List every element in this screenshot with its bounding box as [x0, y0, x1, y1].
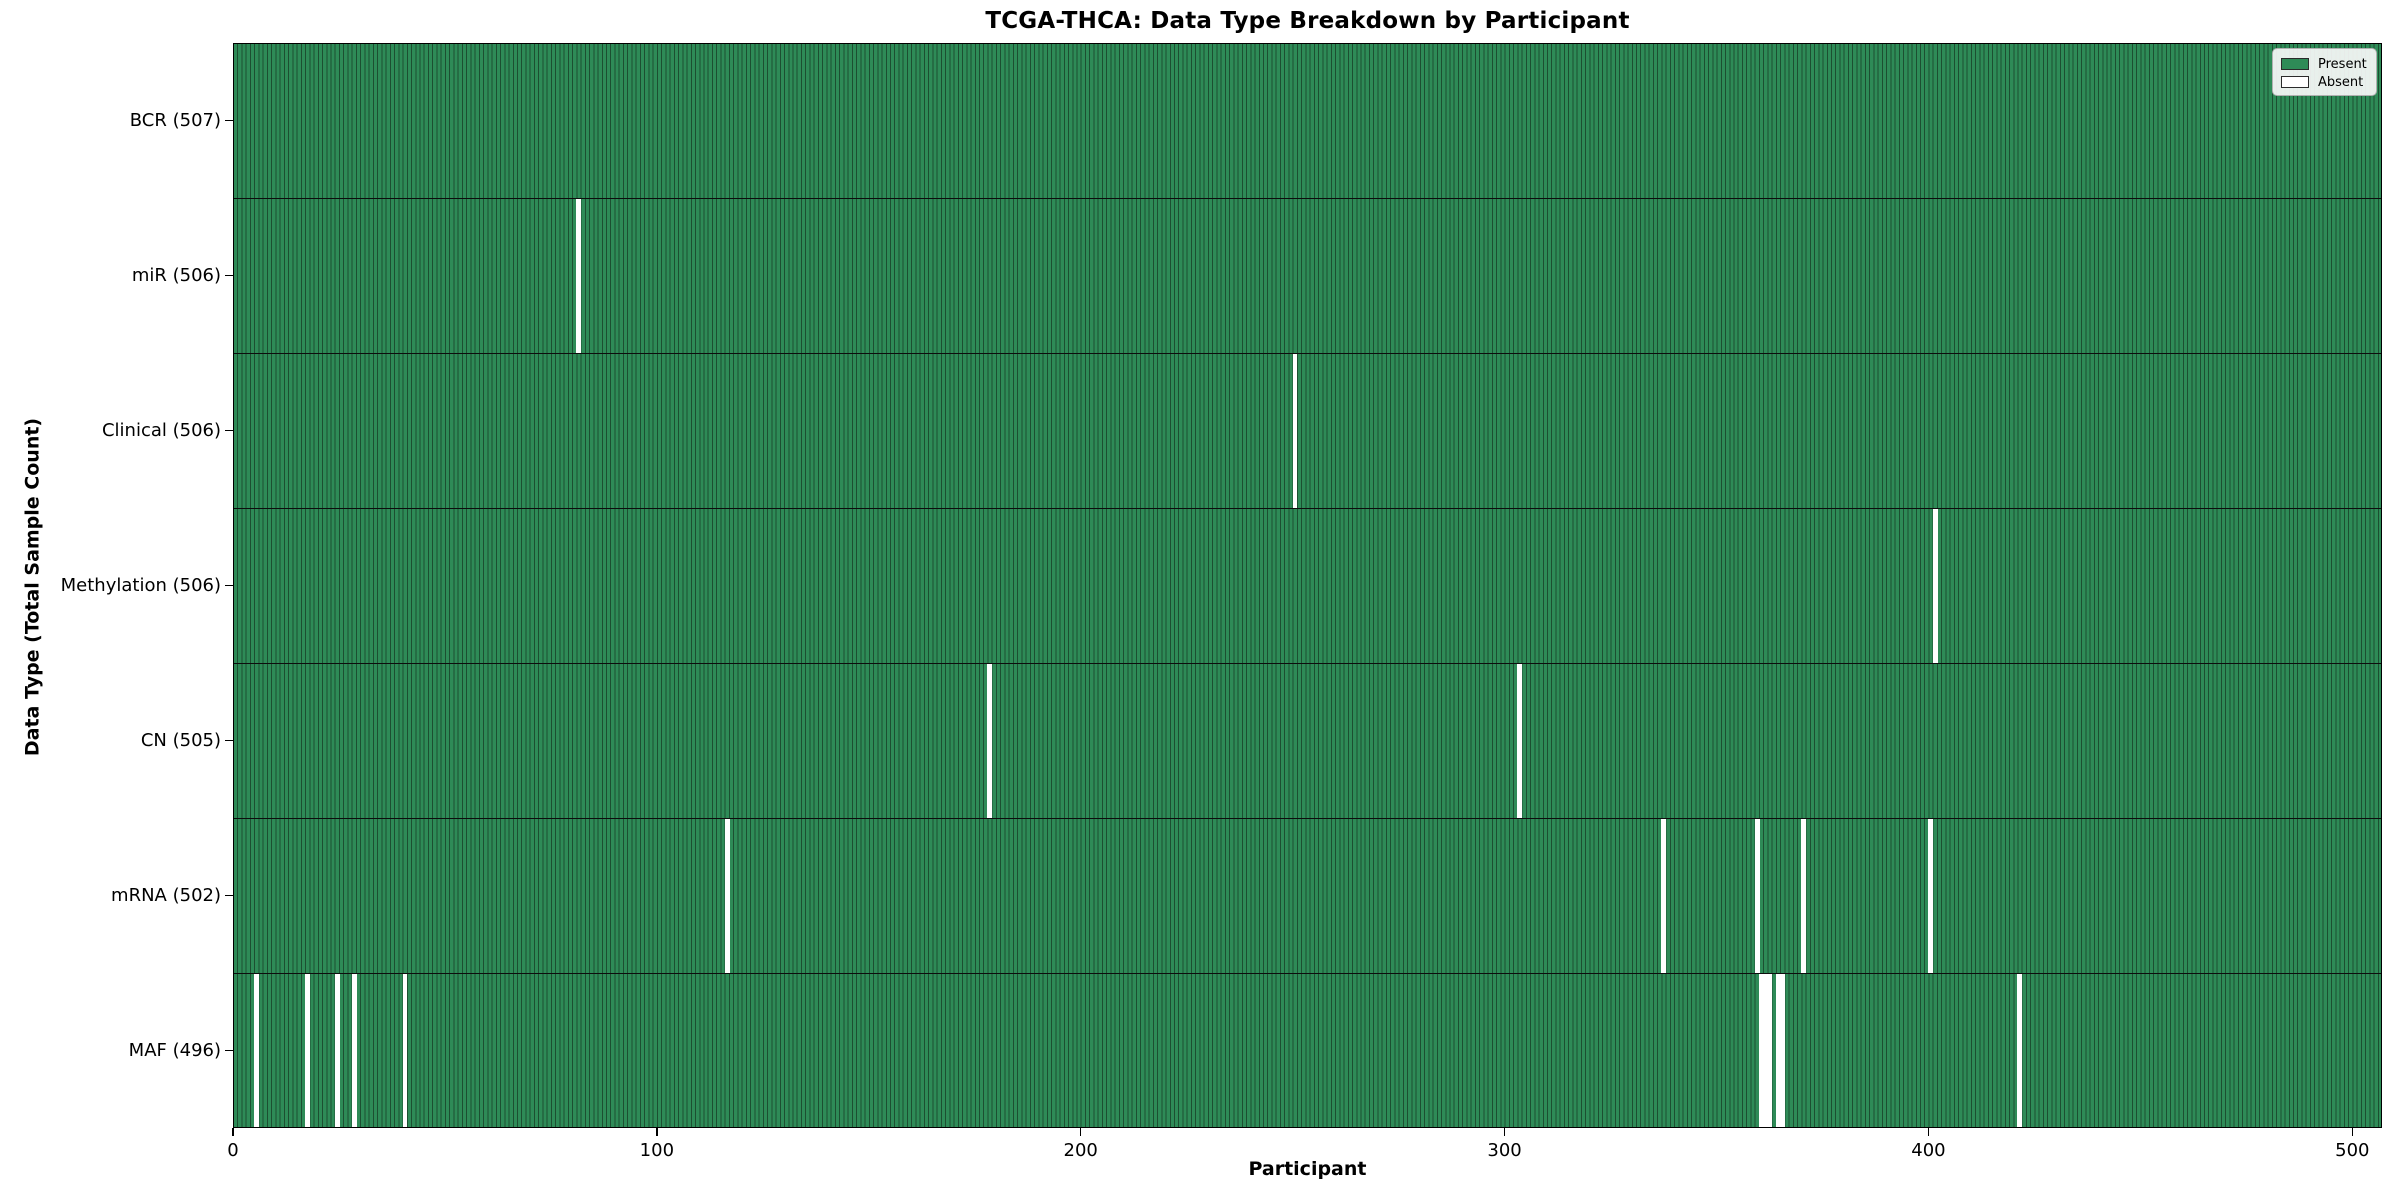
absent-gap [254, 973, 260, 1128]
absent-gap [1754, 818, 1760, 973]
x-tick-label: 200 [1063, 1140, 1098, 1161]
y-tick [225, 274, 233, 277]
row-separator [233, 663, 2382, 664]
heatmap-row-mrna [233, 818, 2382, 973]
heatmap-row-bcr [233, 43, 2382, 198]
heatmap-row-methylation [233, 508, 2382, 663]
absent-gap [1775, 973, 1781, 1128]
absent-gap [402, 973, 408, 1128]
present-bars [233, 198, 2382, 353]
x-tick [2351, 1128, 2354, 1136]
heatmap-row-clinical [233, 353, 2382, 508]
absent-gap [576, 198, 582, 353]
absent-gap [305, 973, 310, 1128]
absent-gap [1517, 663, 1523, 818]
absent-gap [1767, 973, 1773, 1128]
present-swatch [2281, 58, 2309, 70]
y-tick [225, 119, 233, 122]
legend-entry-absent: Absent [2281, 73, 2368, 91]
y-tick [225, 1049, 233, 1052]
x-tick [1503, 1128, 1506, 1136]
absent-gap [1292, 353, 1298, 508]
row-separator [233, 973, 2382, 974]
y-tick-label-cn: CN (505) [140, 729, 221, 751]
present-bars [233, 43, 2382, 198]
heatmap-row-maf [233, 973, 2382, 1128]
y-tick-label-methylation: Methylation (506) [60, 574, 221, 596]
absent-gap [1763, 973, 1768, 1128]
x-tick-label: 100 [639, 1140, 675, 1161]
absent-swatch [2281, 76, 2309, 88]
absent-gap [1758, 973, 1764, 1128]
row-separator [233, 353, 2382, 354]
chart-title: TCGA-THCA: Data Type Breakdown by Partic… [985, 8, 1630, 34]
absent-gap [1801, 818, 1807, 973]
absent-gap [1932, 508, 1938, 663]
y-tick-label-bcr: BCR (507) [129, 109, 221, 131]
present-bars [233, 818, 2382, 973]
y-tick-label-clinical: Clinical (506) [101, 419, 221, 441]
x-tick [232, 1128, 234, 1136]
present-bars [233, 508, 2382, 663]
present-bars [233, 663, 2382, 818]
row-separator [233, 508, 2382, 509]
x-tick-label: 300 [1487, 1140, 1522, 1161]
x-tick [1927, 1128, 1930, 1136]
x-tick-label: 0 [227, 1140, 239, 1161]
absent-gap [987, 663, 993, 818]
heatmap-row-cn [233, 663, 2382, 818]
heatmap-plot-area [233, 43, 2382, 1128]
x-tick-label: 400 [1911, 1140, 1946, 1161]
y-tick [225, 894, 233, 897]
heatmap-row-mir [233, 198, 2382, 353]
legend-present-label: Present [2318, 56, 2367, 72]
x-axis-title: Participant [1248, 1158, 1367, 1180]
present-bars [233, 353, 2382, 508]
absent-gap [351, 973, 357, 1128]
absent-gap [724, 818, 730, 973]
absent-gap [1780, 973, 1785, 1128]
x-tick [656, 1128, 658, 1136]
y-tick [225, 429, 233, 432]
legend-absent-label: Absent [2318, 74, 2364, 90]
legend: Present Absent [2272, 48, 2377, 96]
row-separator [233, 198, 2382, 199]
legend-entry-present: Present [2281, 55, 2368, 73]
absent-gap [1661, 818, 1667, 973]
x-tick-label: 500 [2335, 1140, 2370, 1161]
absent-gap [1928, 818, 1934, 973]
y-tick-label-mir: miR (506) [131, 264, 221, 286]
x-tick [1079, 1128, 1082, 1136]
absent-gap [334, 973, 340, 1128]
row-separator [233, 818, 2382, 819]
present-bars [233, 973, 2382, 1128]
y-tick-label-mrna: mRNA (502) [111, 884, 221, 906]
absent-gap [2017, 973, 2023, 1128]
y-tick-label-maf: MAF (496) [128, 1039, 221, 1061]
y-tick [225, 739, 233, 742]
y-tick [225, 584, 233, 587]
